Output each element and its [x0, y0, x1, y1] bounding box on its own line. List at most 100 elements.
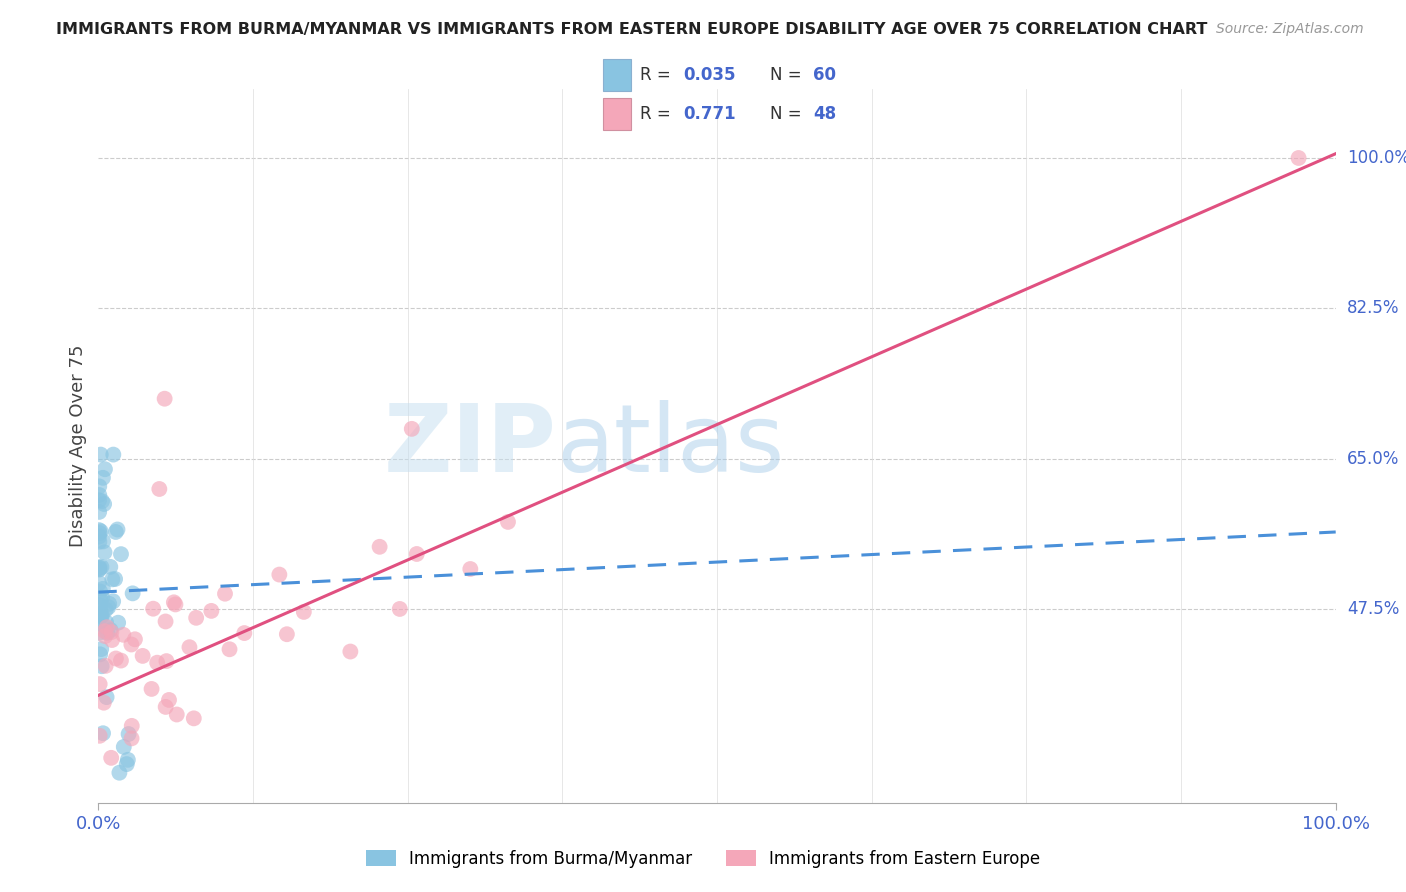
- Point: [94, 615, 117, 630]
- Point: [89, 562, 111, 576]
- Point: [214, 587, 236, 601]
- Point: [146, 656, 169, 670]
- Point: [89, 599, 111, 614]
- Point: [115, 757, 138, 772]
- Point: [90, 524, 112, 539]
- Point: [101, 572, 124, 586]
- Point: [87, 563, 110, 577]
- Point: [339, 644, 361, 658]
- Point: [155, 700, 177, 714]
- Bar: [603, 59, 631, 91]
- Point: [93, 497, 115, 511]
- Point: [98, 559, 121, 574]
- Point: [104, 524, 127, 539]
- Text: R =: R =: [640, 105, 676, 123]
- Point: [87, 530, 110, 544]
- Point: [87, 523, 110, 537]
- Point: [87, 561, 110, 575]
- Point: [112, 739, 135, 754]
- Point: [91, 471, 114, 485]
- Text: N =: N =: [770, 66, 807, 84]
- Point: [96, 625, 118, 640]
- Point: [90, 609, 112, 624]
- Point: [90, 608, 112, 623]
- Point: [496, 515, 519, 529]
- Point: [460, 562, 482, 576]
- Point: [165, 598, 187, 612]
- Point: [87, 575, 110, 590]
- Point: [108, 765, 131, 780]
- Point: [100, 623, 122, 637]
- Point: [292, 605, 315, 619]
- Point: [155, 654, 177, 668]
- Text: R =: R =: [640, 66, 676, 84]
- Point: [157, 693, 180, 707]
- Point: [89, 526, 111, 541]
- Point: [89, 534, 111, 549]
- Point: [121, 731, 143, 746]
- Point: [89, 592, 111, 607]
- Point: [93, 696, 115, 710]
- Point: [269, 567, 291, 582]
- Point: [101, 594, 124, 608]
- Point: [100, 751, 122, 765]
- Point: [121, 719, 143, 733]
- Point: [91, 582, 114, 596]
- Point: [166, 707, 188, 722]
- Point: [183, 711, 205, 725]
- Point: [93, 545, 115, 559]
- Point: [218, 642, 240, 657]
- Point: [276, 627, 298, 641]
- Point: [89, 488, 111, 502]
- Point: [401, 422, 423, 436]
- Point: [89, 610, 111, 624]
- Point: [91, 617, 114, 632]
- Text: 100.0%: 100.0%: [1347, 149, 1406, 167]
- Point: [94, 603, 117, 617]
- Point: [94, 462, 117, 476]
- Point: [1288, 151, 1310, 165]
- Point: [94, 658, 117, 673]
- Point: [90, 560, 112, 574]
- Point: [89, 584, 111, 599]
- Point: [148, 482, 170, 496]
- Point: [104, 651, 127, 665]
- Point: [97, 600, 120, 615]
- Point: [91, 494, 114, 508]
- Point: [87, 493, 110, 508]
- Point: [94, 629, 117, 643]
- Point: [233, 626, 256, 640]
- Point: [117, 753, 139, 767]
- Point: [112, 628, 135, 642]
- Point: [91, 591, 114, 605]
- Point: [163, 595, 186, 609]
- Point: [89, 648, 111, 662]
- Point: [87, 626, 110, 640]
- Point: [107, 523, 129, 537]
- Text: IMMIGRANTS FROM BURMA/MYANMAR VS IMMIGRANTS FROM EASTERN EUROPE DISABILITY AGE O: IMMIGRANTS FROM BURMA/MYANMAR VS IMMIGRA…: [56, 22, 1208, 37]
- Text: 0.771: 0.771: [683, 105, 735, 123]
- Point: [91, 534, 114, 549]
- Text: 47.5%: 47.5%: [1347, 600, 1399, 618]
- Text: 0.035: 0.035: [683, 66, 735, 84]
- Point: [96, 620, 118, 634]
- Point: [121, 586, 143, 600]
- Point: [91, 726, 114, 740]
- Point: [89, 505, 111, 519]
- Text: 65.0%: 65.0%: [1347, 450, 1399, 468]
- Point: [153, 392, 176, 406]
- Point: [96, 690, 118, 705]
- Text: atlas: atlas: [557, 400, 785, 492]
- Point: [104, 572, 127, 586]
- Text: Source: ZipAtlas.com: Source: ZipAtlas.com: [1216, 22, 1364, 37]
- Point: [117, 727, 139, 741]
- Text: 82.5%: 82.5%: [1347, 300, 1399, 318]
- Point: [93, 624, 115, 639]
- Text: ZIP: ZIP: [384, 400, 557, 492]
- Point: [142, 601, 165, 615]
- Point: [103, 448, 125, 462]
- Point: [89, 598, 111, 612]
- Text: N =: N =: [770, 105, 807, 123]
- Point: [388, 602, 411, 616]
- Point: [101, 633, 124, 648]
